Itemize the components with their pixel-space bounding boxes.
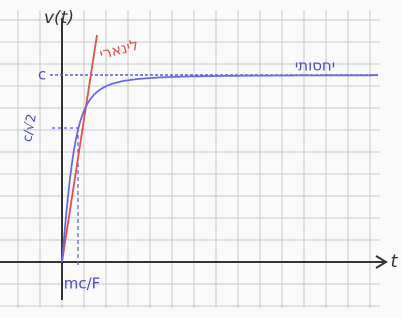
y-axis-label: v(t) [44, 8, 74, 28]
relativistic-label: יחסותי [295, 57, 335, 75]
x-mark-label: mc/F [64, 275, 101, 293]
paper [0, 0, 402, 318]
x-axis-label: t [390, 251, 398, 272]
y-mark-label: c [38, 66, 46, 84]
diagram: v(t) t c c/√2 mc/F לינארי יחסותי [0, 0, 402, 318]
